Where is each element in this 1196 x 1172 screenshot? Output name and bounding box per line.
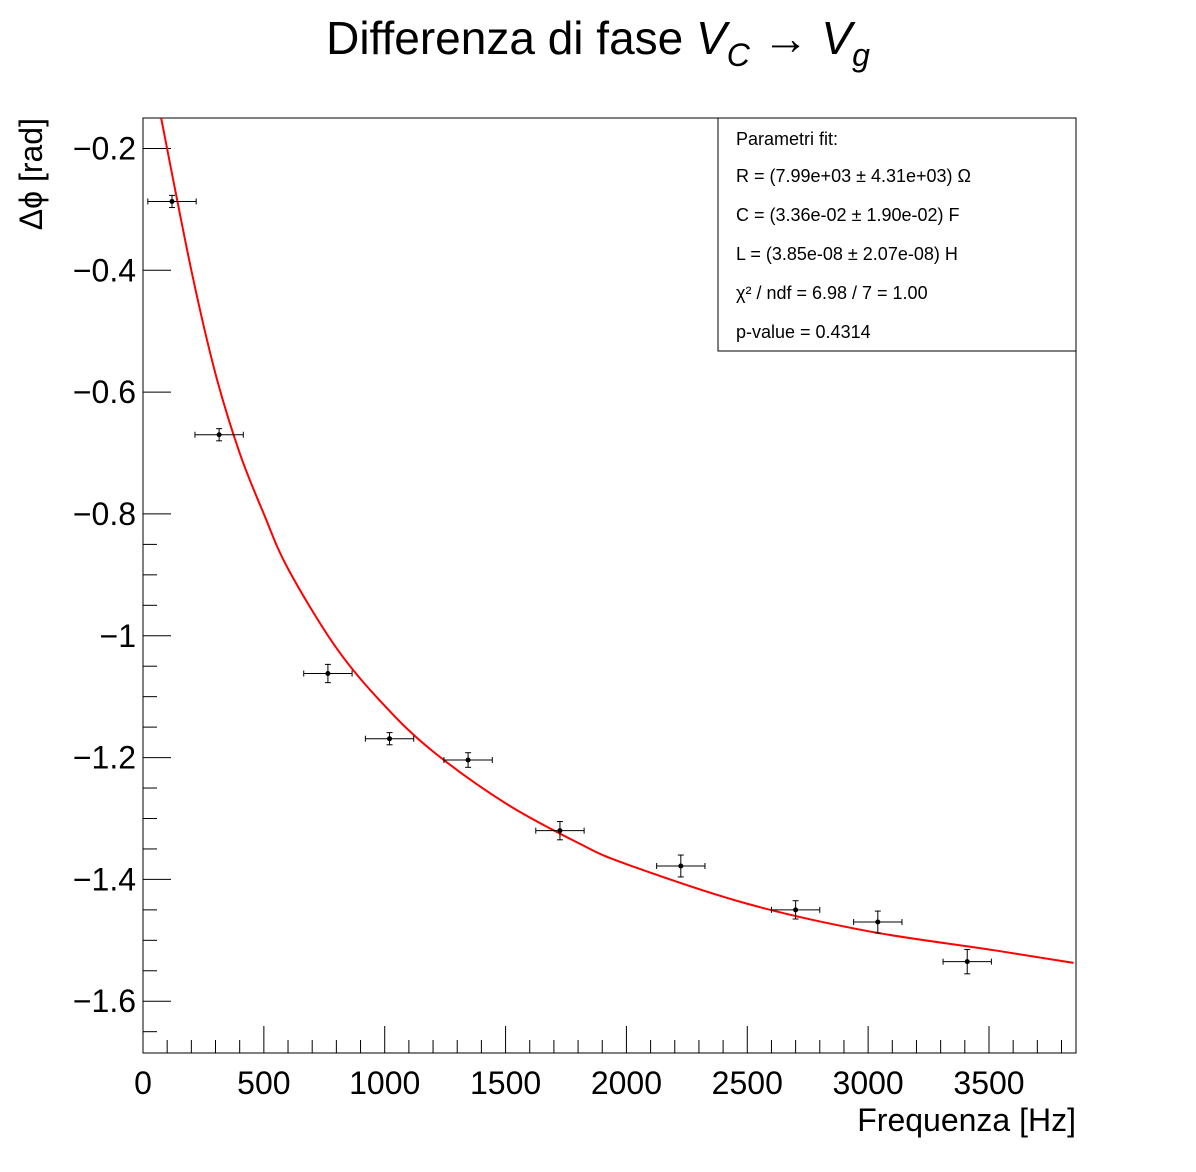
- x-tick-label: 0: [134, 1065, 152, 1101]
- point-marker: [325, 671, 331, 677]
- data-point: [443, 752, 493, 768]
- point-marker: [557, 828, 563, 834]
- point-marker: [169, 198, 175, 204]
- stats-line-chi2: χ² / ndf = 6.98 / 7 = 1.00: [736, 283, 928, 303]
- title-v2: V: [821, 12, 856, 64]
- y-tick-label: −1.4: [73, 861, 136, 897]
- y-tick-label: −0.6: [73, 374, 136, 410]
- stats-box-border: [717, 117, 1077, 352]
- x-tick-label: 1000: [349, 1065, 420, 1101]
- title-v2-sub: g: [852, 37, 870, 73]
- x-tick-label: 2500: [712, 1065, 783, 1101]
- data-point: [853, 910, 903, 934]
- stats-line-r: R = (7.99e+03 ± 4.31e+03) Ω: [736, 166, 971, 186]
- point-marker: [793, 907, 799, 913]
- minor-ticks: [143, 543, 1062, 1053]
- data-point: [535, 821, 585, 841]
- y-tick-label: −0.8: [73, 496, 136, 532]
- y-tick-label: −0.2: [73, 130, 136, 166]
- title-arrow: →: [750, 12, 822, 64]
- data-point: [364, 732, 415, 746]
- x-tick-label: 3500: [953, 1065, 1024, 1101]
- y-axis-ticks: −0.2 −0.4 −0.6 −0.8 −1 −1.2 −1.4 −1.6: [73, 130, 171, 1019]
- fit-curve-layer: [160, 117, 1074, 964]
- stats-header: Parametri fit:: [736, 129, 838, 149]
- data-points-layer: [147, 194, 992, 975]
- point-marker: [387, 736, 393, 742]
- point-marker: [465, 757, 471, 763]
- data-point: [194, 428, 244, 442]
- data-point: [147, 194, 197, 209]
- y-tick-label: −1: [100, 618, 136, 654]
- point-marker: [678, 863, 684, 869]
- y-tick-label: −1.6: [73, 983, 136, 1019]
- x-axis-ticks: 0 500 1000 1500 2000 2500 3000 3500: [134, 1026, 1025, 1101]
- chart-title: Differenza di fase VC → Vg: [326, 12, 870, 73]
- y-tick-label: −1.2: [73, 740, 136, 776]
- point-marker: [964, 959, 970, 965]
- y-tick-label: −0.4: [73, 252, 136, 288]
- x-axis-label: Frequenza [Hz]: [857, 1102, 1076, 1138]
- point-marker: [216, 432, 222, 438]
- data-point: [303, 663, 353, 684]
- title-v1-sub: C: [727, 37, 751, 73]
- x-tick-label: 500: [237, 1065, 290, 1101]
- x-tick-label: 3000: [833, 1065, 904, 1101]
- data-point: [770, 900, 821, 920]
- data-point: [942, 948, 992, 975]
- point-marker: [875, 919, 881, 925]
- stats-line-c: C = (3.36e-02 ± 1.90e-02) F: [736, 205, 960, 225]
- plot-frame: [142, 117, 1077, 1054]
- fit-curve-line: [160, 117, 1074, 964]
- x-tick-label: 1500: [470, 1065, 541, 1101]
- x-tick-label: 2000: [591, 1065, 662, 1101]
- stats-line-l: L = (3.85e-08 ± 2.07e-08) H: [736, 244, 958, 264]
- plot-area-border: [142, 117, 1077, 1054]
- title-v1: V: [696, 12, 731, 64]
- stats-line-pvalue: p-value = 0.4314: [736, 322, 871, 342]
- y-axis-label: Δϕ [rad]: [13, 118, 49, 230]
- fit-stats-box: Parametri fit: R = (7.99e+03 ± 4.31e+03)…: [717, 117, 1077, 352]
- data-point: [656, 854, 706, 878]
- title-text: Differenza di fase: [326, 12, 696, 64]
